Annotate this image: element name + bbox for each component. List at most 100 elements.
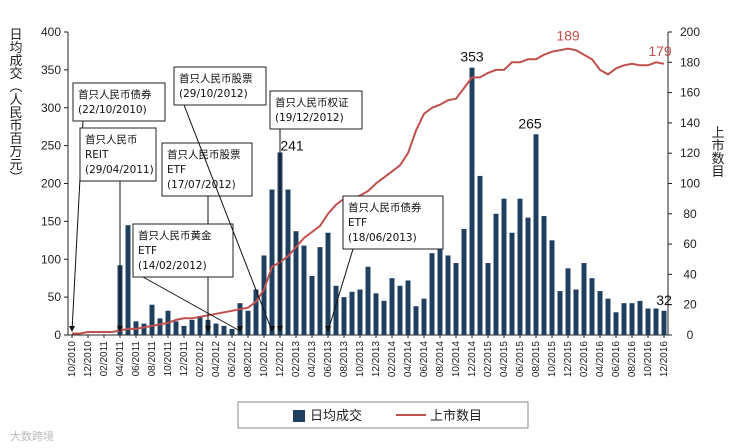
annotation-text: (29/04/2011)	[85, 164, 154, 176]
bar-09/2013	[349, 291, 355, 335]
bar-03/2015	[493, 213, 499, 335]
annotation-text: 首只人民币	[85, 133, 138, 146]
bar-05/2015	[509, 232, 515, 335]
annotation-text: ETF	[348, 217, 367, 229]
x-axis-tick-label: 08/2012	[243, 341, 254, 378]
bar-01/2013	[285, 189, 291, 335]
bar-02/2013	[293, 231, 299, 335]
bar-01/2012	[189, 319, 195, 335]
left-axis-tick-label: 200	[41, 177, 61, 191]
bar-01/2014	[381, 300, 387, 335]
x-axis-tick-label: 10/2013	[355, 341, 366, 378]
bar-06/2014	[421, 298, 427, 335]
data-label: 189	[556, 28, 580, 44]
bar-09/2011	[157, 318, 163, 335]
data-label: 179	[648, 43, 672, 59]
data-label: 265	[518, 115, 542, 131]
listings-line	[72, 47, 665, 335]
x-axis-tick-label: 12/2015	[563, 341, 574, 378]
x-axis-tick-label: 06/2016	[611, 341, 622, 378]
bar-03/2013	[301, 245, 307, 335]
bar-08/2012	[245, 310, 251, 335]
annotation-arrowhead	[269, 326, 275, 332]
bar-11/2016	[653, 308, 659, 335]
legend-label-bars: 日均成交	[310, 408, 362, 424]
x-axis-tick-label: 08/2014	[435, 341, 446, 378]
annotation-text: 首只人民币债券	[348, 201, 422, 214]
bar-09/2014	[445, 255, 451, 335]
right-axis-tick-label: 200	[680, 25, 700, 39]
bar-11/2013	[365, 266, 371, 335]
x-axis-tick-label: 08/2013	[339, 341, 350, 378]
data-label: 241	[280, 137, 304, 153]
bar-03/2014	[397, 285, 403, 335]
bar-08/2014	[437, 215, 443, 335]
bar-02/2016	[581, 263, 587, 335]
bar-04/2016	[597, 291, 603, 335]
right-axis-tick-label: 120	[680, 146, 700, 160]
x-axis-tick-label: 02/2014	[387, 341, 398, 378]
left-axis-tick-label: 0	[54, 328, 61, 342]
bar-07/2012	[237, 303, 243, 335]
x-axis-tick-label: 08/2016	[627, 341, 638, 378]
x-axis-tick-label: 02/2013	[291, 341, 302, 378]
annotation-text: (19/12/2012)	[275, 112, 344, 124]
right-axis-tick-label: 80	[683, 207, 697, 221]
bar-08/2015	[533, 134, 539, 335]
annotation-text: 首只人民币黄金	[138, 229, 212, 242]
x-axis-tick-label: 06/2012	[227, 341, 238, 378]
x-axis-tick-label: 12/2011	[179, 341, 190, 377]
x-axis-tick-label: 02/2011	[99, 341, 110, 377]
bar-07/2011	[141, 323, 147, 335]
x-axis-tick-label: 12/2014	[467, 341, 478, 378]
bar-05/2014	[413, 306, 419, 335]
legend-bar-swatch	[293, 410, 305, 422]
watermark: 大数跨境	[10, 429, 54, 443]
bar-07/2015	[525, 217, 531, 335]
x-axis-tick-label: 04/2016	[595, 341, 606, 378]
x-axis-tick-label: 12/2012	[275, 341, 286, 378]
x-axis-tick-label: 12/2010	[83, 341, 94, 378]
annotation-text: 首只人民币股票	[179, 72, 253, 85]
data-label: 353	[460, 49, 484, 65]
bar-11/2011	[173, 321, 179, 335]
x-axis-tick-label: 10/2012	[259, 341, 270, 378]
annotation-arrowhead	[325, 326, 331, 332]
x-axis-tick-label: 10/2016	[643, 341, 654, 378]
annotation-box	[72, 82, 166, 122]
bar-07/2014	[429, 253, 435, 335]
x-axis-tick-label: 06/2011	[131, 341, 142, 377]
bar-08/2011	[149, 304, 155, 335]
bar-10/2015	[549, 240, 555, 335]
bar-06/2015	[517, 198, 523, 335]
legend-label-line: 上市数目	[430, 408, 482, 424]
left-axis-tick-label: 350	[41, 63, 61, 77]
annotation-text: (14/02/2012)	[138, 260, 207, 272]
annotation-text: (18/06/2013)	[348, 232, 417, 244]
annotation-text: 首只人民币债券	[78, 88, 152, 101]
bar-05/2012	[221, 325, 227, 335]
left-axis-tick-label: 100	[41, 252, 61, 266]
x-axis-tick-label: 10/2010	[67, 341, 78, 378]
bar-02/2012	[197, 316, 203, 335]
right-axis-tick-label: 60	[683, 237, 697, 251]
x-axis-tick-label: 10/2011	[163, 341, 174, 377]
x-axis-tick-label: 10/2015	[547, 341, 558, 378]
x-axis-tick-label: 02/2012	[195, 341, 206, 378]
right-axis-tick-label: 160	[680, 86, 700, 100]
bar-08/2016	[629, 303, 635, 335]
bar-08/2013	[341, 297, 347, 335]
bar-10/2014	[453, 263, 459, 335]
left-axis-tick-label: 250	[41, 139, 61, 153]
annotation-box	[269, 90, 363, 130]
bar-07/2016	[621, 303, 627, 335]
annotation-box	[173, 66, 267, 106]
bar-10/2016	[645, 308, 651, 335]
left-axis-title: 日均成交（人民币百万元）	[7, 28, 23, 184]
right-axis-tick-label: 180	[680, 55, 700, 69]
right-axis-tick-label: 100	[680, 177, 700, 191]
x-axis-tick-label: 04/2012	[211, 341, 222, 378]
bar-10/2012	[261, 255, 267, 335]
bar-12/2014	[469, 67, 475, 335]
